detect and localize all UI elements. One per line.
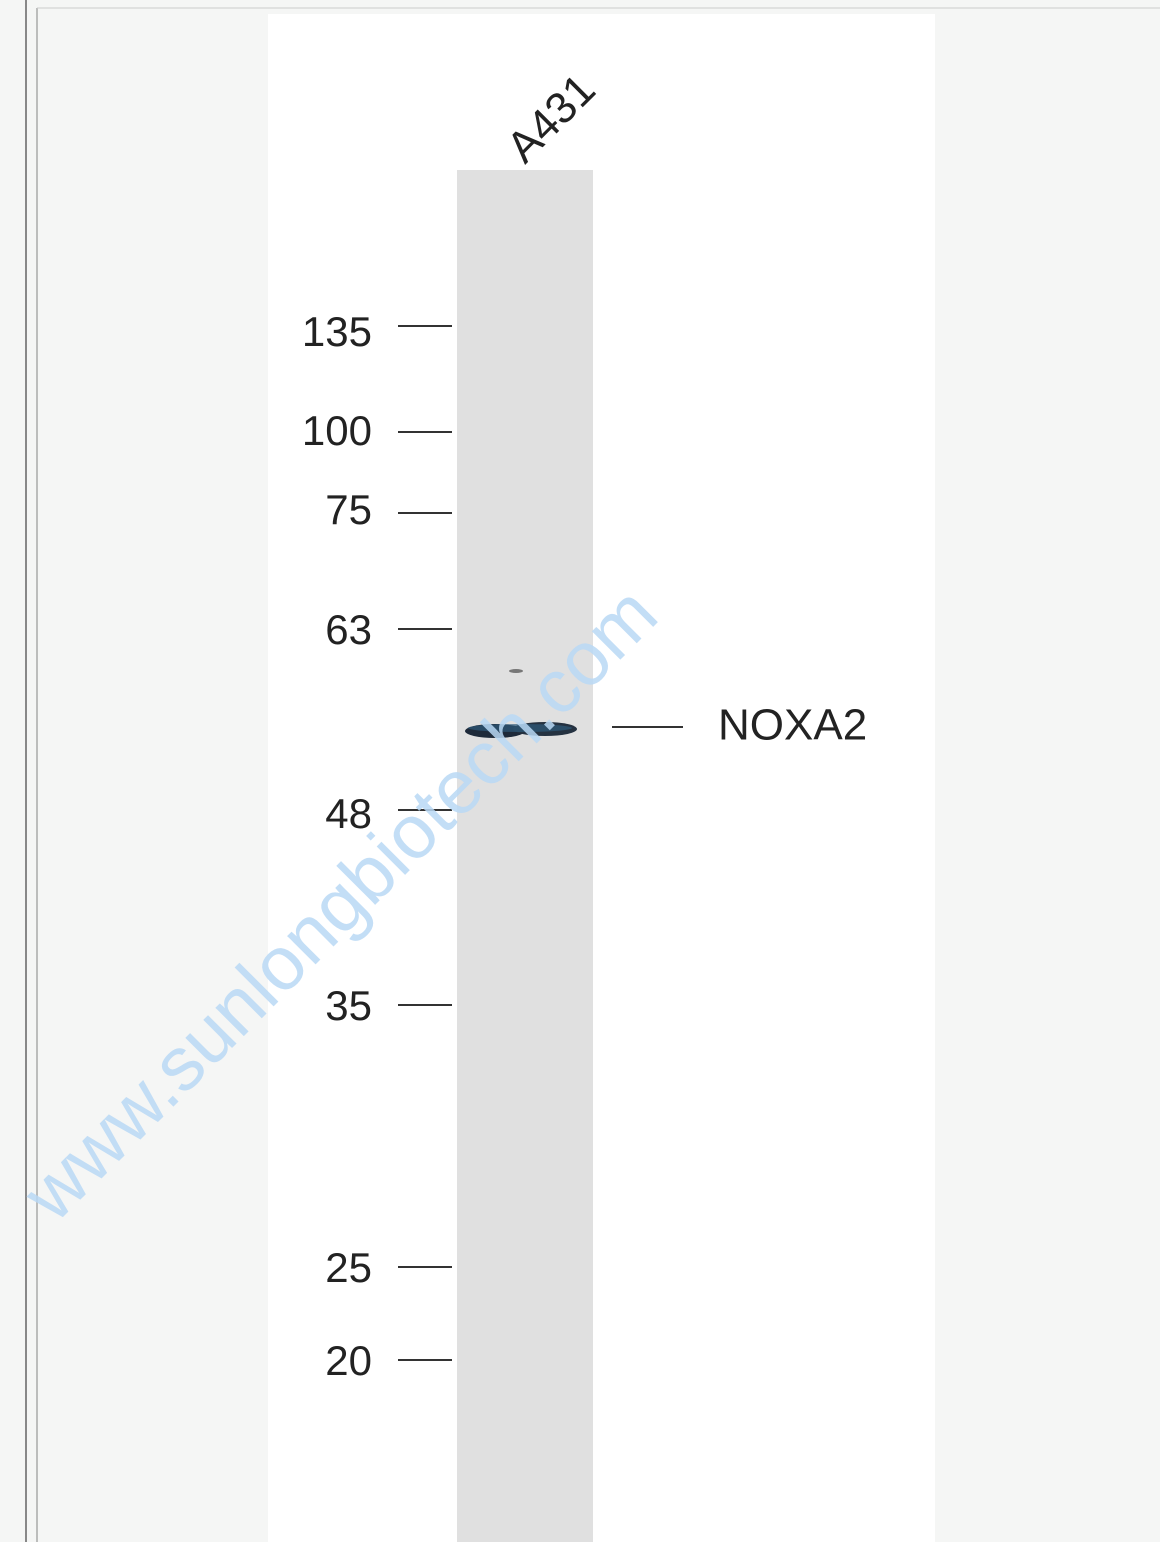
marker-label: 100	[302, 407, 372, 454]
marker-label: 35	[325, 982, 372, 1029]
marker-label: 135	[302, 308, 372, 355]
marker-label: 20	[325, 1337, 372, 1384]
page: A431 135 100 75 63 48 35 25 20 NOXA2 www…	[0, 0, 1160, 1542]
blot-figure: A431 135 100 75 63 48 35 25 20 NOXA2 www…	[0, 0, 1160, 1542]
lane	[457, 170, 593, 1542]
band-label: NOXA2	[718, 701, 867, 750]
marker-label: 25	[325, 1244, 372, 1291]
marker-label: 63	[325, 606, 372, 653]
marker-label: 75	[325, 486, 372, 533]
blot-panel	[268, 14, 935, 1542]
